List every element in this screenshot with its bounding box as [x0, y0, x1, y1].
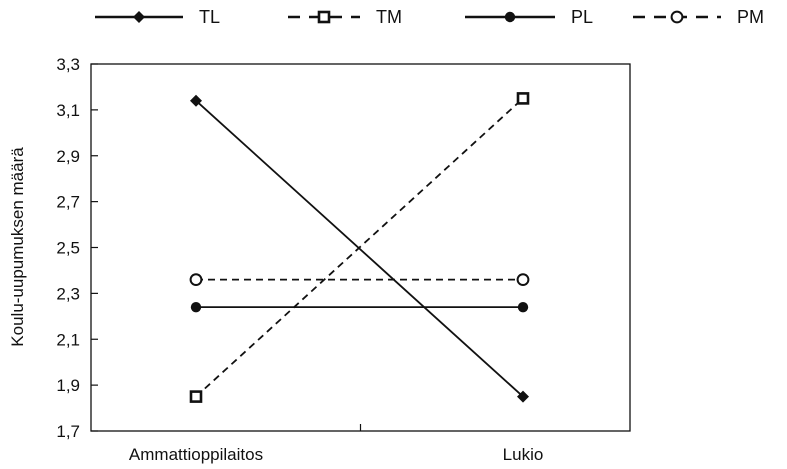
legend-label: PM	[737, 7, 764, 27]
data-point	[517, 390, 529, 403]
data-point	[190, 94, 202, 107]
y-tick-label: 3,1	[56, 101, 80, 120]
series-layer	[189, 92, 530, 403]
y-tick-label: 2,3	[56, 284, 80, 303]
y-tick-label: 2,7	[56, 193, 80, 212]
y-axis: 1,7 1,9 2,1 2,3 2,5 2,7 2,9 3,1 3,3	[56, 55, 98, 441]
series-pl	[190, 301, 529, 313]
x-tick-label: Lukio	[503, 445, 544, 464]
x-axis: Ammattioppilaitos Lukio	[129, 424, 543, 464]
legend-marker	[504, 11, 516, 23]
y-tick-label: 1,9	[56, 376, 80, 395]
series-line	[195, 97, 524, 398]
legend-label: TL	[199, 7, 220, 27]
series-tm	[189, 92, 530, 403]
legend-label: PL	[571, 7, 593, 27]
legend: TL TM PL PM	[95, 7, 764, 27]
y-tick-label: 1,7	[56, 422, 80, 441]
legend-item-pm: PM	[633, 7, 764, 27]
data-point	[516, 92, 530, 105]
data-point	[516, 273, 530, 287]
y-tick-label: 2,1	[56, 330, 80, 349]
data-point	[189, 273, 203, 287]
y-tick-label: 3,3	[56, 55, 80, 74]
x-tick-label: Ammattioppilaitos	[129, 445, 263, 464]
y-tick-label: 2,5	[56, 239, 80, 258]
data-point	[517, 301, 529, 313]
y-tick-label: 2,9	[56, 147, 80, 166]
legend-item-tm: TM	[288, 7, 402, 27]
y-axis-title: Koulu-uupumuksen määrä	[8, 147, 27, 347]
data-point	[190, 301, 202, 313]
data-point	[189, 390, 203, 403]
series-pm	[189, 273, 530, 287]
legend-label: TM	[376, 7, 402, 27]
legend-marker	[317, 10, 331, 24]
legend-marker	[670, 10, 684, 24]
legend-item-pl: PL	[465, 7, 593, 27]
legend-item-tl: TL	[95, 7, 220, 27]
legend-marker	[133, 11, 145, 23]
